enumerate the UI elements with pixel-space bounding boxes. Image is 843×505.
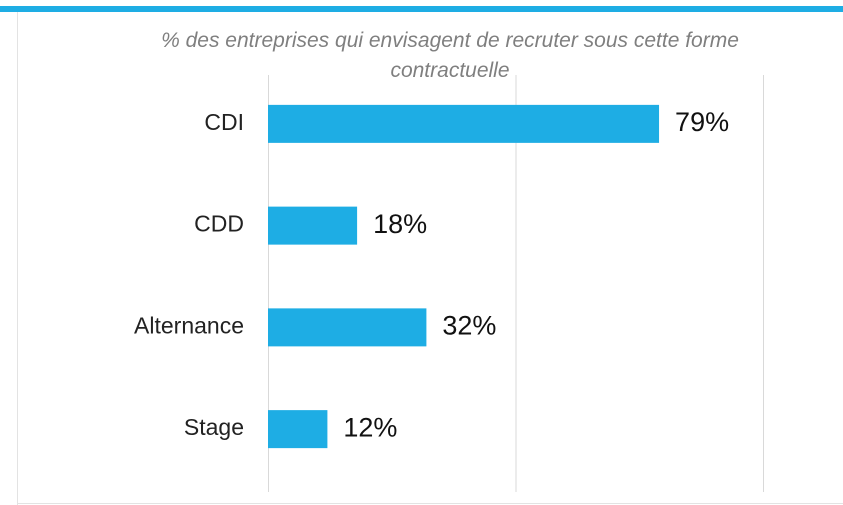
- top-rule: [0, 6, 843, 12]
- bar: [268, 308, 427, 347]
- y-tick-label: Alternance: [134, 312, 244, 338]
- y-tick-label: Stage: [184, 414, 244, 440]
- bar: [268, 206, 358, 245]
- value-label: 12%: [343, 412, 397, 442]
- value-label: 32%: [442, 311, 496, 341]
- bar: [268, 410, 328, 449]
- bar: [268, 104, 660, 143]
- y-tick-label: CDI: [204, 109, 244, 135]
- y-tick-label: CDD: [194, 211, 244, 237]
- value-label: 18%: [373, 209, 427, 239]
- chart-title: % des entreprises qui envisagent de recr…: [161, 29, 739, 82]
- value-label: 79%: [675, 107, 729, 137]
